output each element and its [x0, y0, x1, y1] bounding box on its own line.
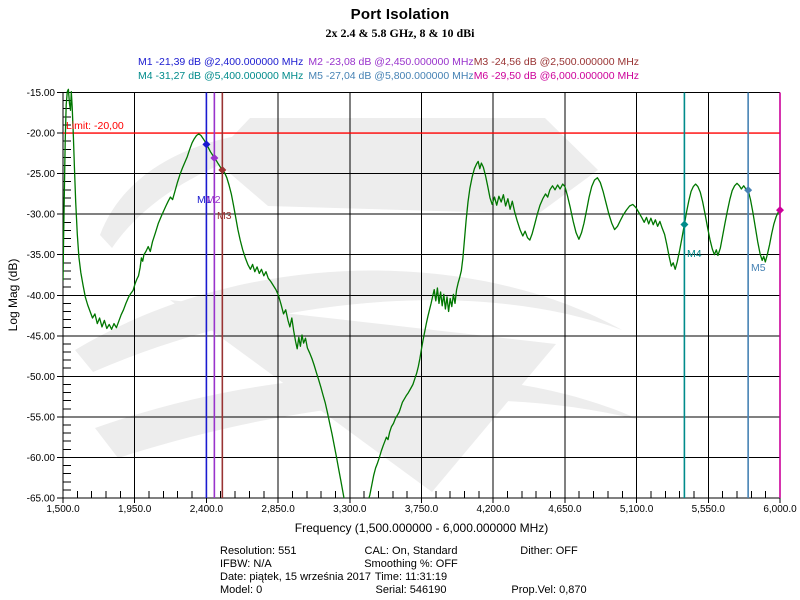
marker-dot-M4[interactable] [680, 220, 689, 229]
status-time: Time: 11:31:19 [374, 571, 448, 583]
status-panel-left: Resolution: 551 IFBW: N/A Date: piątek, … [220, 545, 371, 597]
marker-dot-M3[interactable] [218, 166, 227, 175]
page-title: Port Isolation [350, 6, 450, 23]
y-tick-label: -40.00 [27, 291, 56, 302]
status-model: Model: 0 [220, 584, 263, 596]
watermark-shape [212, 118, 598, 214]
y-axis-label: Log Mag (dB) [6, 258, 20, 332]
status-cal: CAL: On, Standard [364, 545, 458, 557]
x-tick-label: 4,650.0 [548, 504, 582, 515]
status-propvel: Prop.Vel: 0,870 [511, 584, 587, 596]
marker-readout-M2: M2 -23,08 dB @2,450.000000 MHz [308, 56, 474, 68]
status-resolution: Resolution: 551 [220, 545, 297, 557]
marker-readout-M3: M3 -24,56 dB @2,500.000000 MHz [473, 56, 640, 68]
watermark-logo [75, 118, 640, 492]
status-date: Date: piątek, 15 września 2017 [220, 571, 372, 583]
x-tick-label: 1,500.0 [46, 504, 80, 515]
x-tick-label: 1,950.0 [118, 504, 152, 515]
status-spacer [492, 558, 606, 571]
marker-dot-M2[interactable] [210, 154, 219, 163]
x-tick-label: 3,300.0 [333, 504, 367, 515]
y-tick-label: -35.00 [27, 250, 56, 261]
marker-plot-label-M3: M3 [217, 210, 232, 222]
x-tick-label: 4,200.0 [477, 504, 511, 515]
status-dither: Dither: OFF [520, 545, 578, 557]
y-tick-label: -50.00 [27, 372, 56, 383]
y-tick-label: -25.00 [27, 169, 56, 180]
marker-plot-label-M5: M5 [751, 262, 766, 274]
marker-readout-row-1: M1 -21,39 dB @2,400.000000 MHz M2 -23,08 … [138, 56, 639, 68]
x-tick-label: 5,550.0 [692, 504, 726, 515]
watermark-shape [170, 300, 556, 492]
x-tick-label: 5,100.0 [620, 504, 654, 515]
marker-readout-M5: M5 -27,04 dB @5,800.000000 MHz [308, 70, 474, 82]
x-axis-label: Frequency (1,500.000000 - 6,000.000000 M… [294, 521, 549, 535]
status-smoothing: Smoothing %: OFF [364, 558, 458, 570]
marker-readout-M1: M1 -21,39 dB @2,400.000000 MHz [138, 56, 304, 68]
marker-dot-M1[interactable] [202, 140, 211, 149]
status-spacer [492, 571, 606, 584]
status-ifbw: IFBW: N/A [220, 558, 272, 570]
marker-plot-label-M2: M2 [206, 194, 221, 206]
marker-readout-M4: M4 -31,27 dB @5,400.000000 MHz [138, 70, 304, 82]
marker-plot-label-M1: M1 [197, 194, 212, 206]
status-panel-center: CAL: On, Standard Smoothing %: OFF Time:… [340, 545, 482, 597]
marker-plot-label-M4: M4 [687, 248, 702, 260]
y-tick-label: -55.00 [27, 412, 56, 423]
axis-ticks [57, 92, 781, 503]
marker-dot-M5[interactable] [744, 186, 753, 195]
marker-readout-row-2: M4 -31,27 dB @5,400.000000 MHz M5 -27,04 … [138, 70, 639, 82]
status-serial: Serial: 546190 [375, 584, 447, 596]
y-tick-label: -60.00 [27, 453, 56, 464]
watermark-shape [75, 270, 622, 372]
chart-subtitle: 2x 2.4 & 5.8 GHz, 8 & 10 dBi [325, 26, 475, 40]
x-tick-label: 6,000.0 [763, 504, 797, 515]
marker-readout-M6: M6 -29,50 dB @6,000.000000 MHz [473, 70, 640, 82]
x-tick-label: 2,850.0 [261, 504, 295, 515]
y-tick-label: -20.00 [27, 129, 56, 140]
x-tick-label: 2,400.0 [190, 504, 224, 515]
tick-labels: 1,500.0 1,950.0 2,400.0 2,850.0 3,300.0 3,750… [27, 88, 797, 515]
y-tick-label: -30.00 [27, 210, 56, 221]
status-panel-right: Dither: OFF Prop.Vel: 0,870 [492, 545, 606, 597]
trace-line [63, 88, 781, 498]
y-tick-label: -45.00 [27, 331, 56, 342]
x-tick-label: 3,750.0 [405, 504, 439, 515]
y-tick-label: -65.00 [27, 494, 56, 505]
y-tick-label: -15.00 [27, 88, 56, 99]
marker-dot-M6[interactable] [776, 206, 784, 215]
limit-label: Limit: -20,00 [66, 120, 124, 132]
watermark-shape [100, 130, 335, 248]
